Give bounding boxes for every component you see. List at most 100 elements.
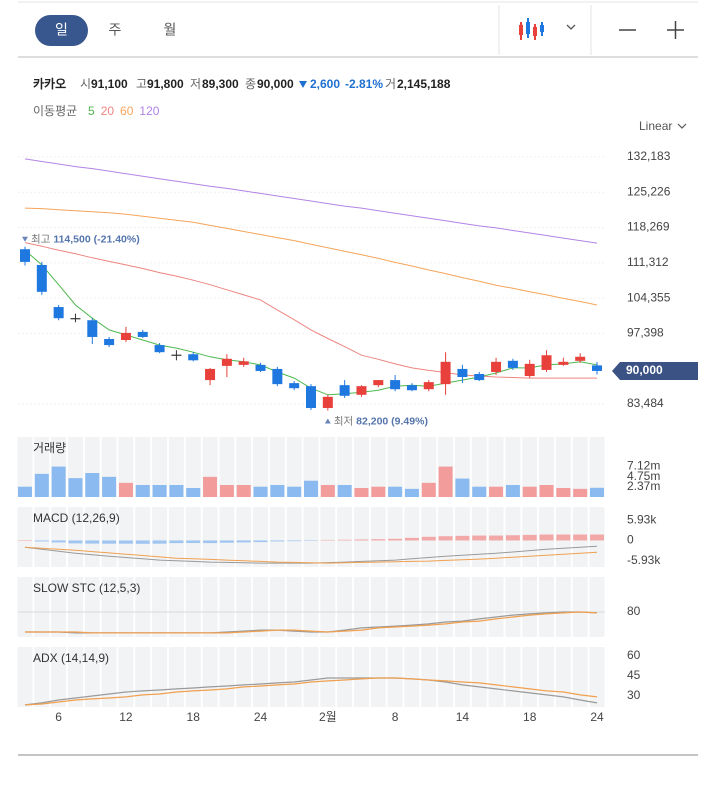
panel-title: SLOW STC (12,5,3) <box>33 581 140 595</box>
annotation-arrow <box>324 418 331 424</box>
volume-bar <box>34 473 49 497</box>
annotation-label: 최고 <box>31 233 51 245</box>
histogram-bar <box>135 540 150 544</box>
panel-column <box>67 577 83 637</box>
panel-column <box>185 577 201 637</box>
volume-value: 2,145,188 <box>397 77 451 91</box>
panel-column <box>236 507 252 567</box>
panel-column <box>168 647 184 707</box>
high-label: 고 <box>136 77 147 91</box>
volume-bar <box>489 486 504 497</box>
histogram-bar <box>253 540 268 543</box>
histogram-bar <box>573 534 588 541</box>
x-tick-label: 18 <box>187 710 201 724</box>
candle-body <box>474 373 485 381</box>
panel-column <box>101 507 117 567</box>
line <box>24 677 598 706</box>
close-value: 90,000 <box>257 77 294 91</box>
panel-column <box>404 437 420 497</box>
candle-body <box>390 380 401 390</box>
histogram-bar <box>539 534 554 541</box>
x-tick-label: 12 <box>119 710 133 724</box>
y-tick-label: -5.93k <box>627 553 661 567</box>
panel-column <box>253 507 269 567</box>
panel-column <box>589 437 605 497</box>
tab-week[interactable]: 주 <box>109 22 122 38</box>
zoom-in[interactable] <box>667 21 684 39</box>
tab-active-bg[interactable] <box>35 15 88 46</box>
histogram-bar <box>304 540 318 541</box>
histogram-bar <box>320 539 335 541</box>
line <box>24 677 598 706</box>
panel-column <box>17 507 33 567</box>
panel-column <box>51 577 67 637</box>
histogram-bar <box>219 540 234 543</box>
low-label: 저 <box>190 77 201 91</box>
volume-bar <box>438 466 453 497</box>
panel-column <box>353 437 369 497</box>
panel-column <box>269 577 285 637</box>
annotation-text: 82,200 (9.49%) <box>356 415 428 427</box>
panel-column <box>404 647 420 707</box>
histogram-bar <box>404 537 419 541</box>
panel-column <box>488 437 504 497</box>
panel-column <box>135 647 151 707</box>
panel-column <box>286 647 302 707</box>
candle-body <box>491 361 502 372</box>
panel-column <box>135 437 151 497</box>
panel-column <box>337 647 353 707</box>
volume-bar <box>186 488 201 497</box>
scale-chevron[interactable] <box>677 123 687 129</box>
candle-body <box>272 368 283 385</box>
ma-legend: 5 20 60 120 <box>88 104 160 118</box>
volume-bar <box>236 485 251 497</box>
y-tick-label: 132,183 <box>627 149 671 163</box>
panel-title: MACD (12,26,9) <box>33 511 120 525</box>
tab-day[interactable]: 일 <box>55 22 68 38</box>
volume-bar <box>287 486 302 497</box>
histogram-bar <box>337 539 352 541</box>
panel-column <box>303 507 319 567</box>
histogram-bar <box>489 535 504 541</box>
tab-month[interactable]: 월 <box>164 22 177 38</box>
panel-column <box>353 577 369 637</box>
panel-column <box>505 647 521 707</box>
panel-column <box>269 647 285 707</box>
panel-column <box>118 577 134 637</box>
candle-body <box>440 361 451 385</box>
candle-body <box>255 364 266 371</box>
volume-bar <box>270 485 285 497</box>
panel-column <box>589 647 605 707</box>
candle-body <box>339 385 350 396</box>
panel-column <box>253 577 269 637</box>
y-tick-label: 118,269 <box>627 220 670 234</box>
volume-bar <box>51 466 66 497</box>
volume-bar <box>421 482 436 497</box>
chart-type-button[interactable] <box>519 18 576 40</box>
scale-toggle[interactable]: Linear <box>639 119 672 133</box>
panel-column <box>168 437 184 497</box>
candle-body <box>592 365 602 371</box>
panel-column <box>387 647 403 707</box>
histogram-bar <box>169 540 184 544</box>
panel-title: 거래량 <box>33 441 66 455</box>
panel-column <box>320 507 336 567</box>
panel-column <box>421 437 437 497</box>
panel-column <box>438 647 454 707</box>
panel-column <box>34 647 50 707</box>
panel-column <box>118 437 134 497</box>
panel-column <box>522 437 538 497</box>
panel-column <box>185 647 201 707</box>
panel-column <box>353 507 369 567</box>
volume-bar <box>152 485 167 497</box>
candle-body <box>373 380 384 386</box>
annotation-arrow <box>22 236 28 242</box>
panel-column <box>202 507 218 567</box>
histogram-bar <box>438 536 453 541</box>
panel-column <box>185 507 201 567</box>
candle-body <box>137 331 148 337</box>
x-tick-label: 18 <box>523 710 537 724</box>
y-tick-label: 45 <box>627 668 641 682</box>
panel-column <box>454 647 470 707</box>
candle-body <box>322 396 333 408</box>
